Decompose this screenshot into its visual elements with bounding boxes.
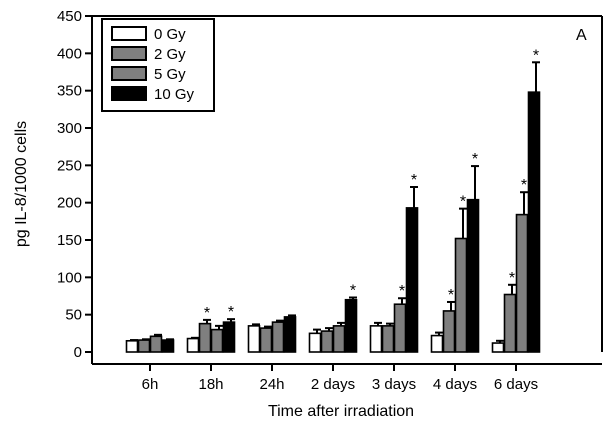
bar: [247, 325, 261, 353]
x-category-label: 6h: [142, 376, 159, 393]
x-axis-title: Time after irradiation: [268, 403, 414, 420]
y-tick-label: 400: [57, 45, 82, 62]
significance-star: *: [228, 304, 234, 321]
x-category-label: 6 days: [494, 376, 538, 393]
y-tick-label: 0: [74, 344, 82, 361]
bar: [149, 335, 163, 353]
significance-star: *: [448, 287, 454, 304]
y-tick-label: 150: [57, 232, 82, 249]
bar-groups: * * * * * * * * * * *: [125, 47, 541, 353]
significance-star: *: [204, 305, 210, 322]
bar: [430, 334, 444, 353]
legend-label: 0 Gy: [154, 26, 186, 43]
legend: 0 Gy 2 Gy 5 Gy 10 Gy: [101, 18, 215, 112]
x-category-label: 2 days: [311, 376, 355, 393]
legend-label: 5 Gy: [154, 66, 186, 83]
bar: [344, 298, 358, 353]
bar: [198, 322, 212, 353]
significance-star: *: [411, 172, 417, 189]
significance-star: *: [399, 283, 405, 300]
bar: [381, 325, 395, 353]
bar: [125, 339, 139, 353]
legend-swatch: [111, 66, 147, 81]
y-tick-label: 200: [57, 195, 82, 212]
bar: [271, 321, 285, 353]
panel-label: A: [576, 27, 587, 44]
bar: [222, 321, 236, 353]
bar: [320, 330, 334, 353]
y-tick-label: 50: [65, 307, 82, 324]
bar: [161, 339, 175, 353]
bar: [332, 325, 346, 353]
bar: [503, 293, 517, 353]
x-axis-category-labels: 6h 18h 24h 2 days 3 days 4 days 6 days: [142, 364, 538, 393]
bar: [393, 303, 407, 353]
bar: [186, 337, 200, 353]
y-tick-label: 100: [57, 269, 82, 286]
legend-swatch: [111, 46, 147, 61]
y-axis-ticks: 0 50 100 150 200 250 300 350 400 450: [57, 8, 92, 361]
bar: [515, 213, 529, 353]
y-axis-title: pg IL-8/1000 cells: [13, 121, 30, 247]
significance-star: *: [521, 177, 527, 194]
y-tick-label: 350: [57, 83, 82, 100]
y-tick-label: 250: [57, 157, 82, 174]
significance-star: *: [472, 151, 478, 168]
bar: [466, 198, 480, 353]
bar: [527, 91, 541, 353]
x-category-label: 3 days: [372, 376, 416, 393]
bar: [454, 237, 468, 353]
bar: [210, 328, 224, 353]
significance-star: *: [533, 47, 539, 64]
bar: [259, 327, 273, 353]
bar: [491, 342, 505, 353]
y-tick-label: 300: [57, 120, 82, 137]
x-category-label: 4 days: [433, 376, 477, 393]
bar: [283, 316, 297, 353]
significance-star: *: [460, 194, 466, 211]
y-tick-label: 450: [57, 8, 82, 25]
x-category-label: 24h: [259, 376, 284, 393]
legend-swatch: [111, 26, 147, 41]
bar: [405, 207, 419, 353]
significance-star: *: [509, 270, 515, 287]
x-category-label: 18h: [198, 376, 223, 393]
bar: [308, 332, 322, 353]
bar: [369, 325, 383, 353]
legend-swatch: [111, 86, 147, 101]
bar: [442, 310, 456, 353]
significance-star: *: [350, 282, 356, 299]
legend-label: 10 Gy: [154, 86, 195, 103]
bar: [137, 339, 151, 353]
legend-label: 2 Gy: [154, 46, 186, 63]
